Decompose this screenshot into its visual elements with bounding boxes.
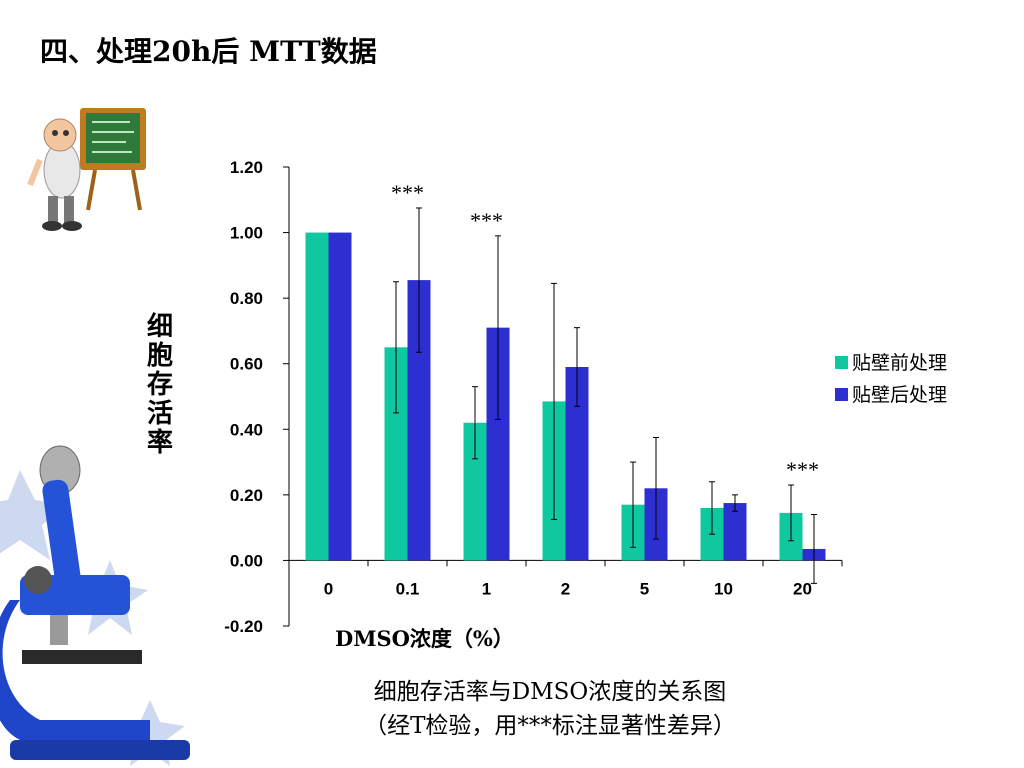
plot-area: -0.20 0.00 0.20 0.40 0.60 0.80 1.00 1.20 0 0.1 1 2 5… [147, 158, 947, 651]
y-tick-label: 1.20 [230, 158, 263, 177]
y-tick-label: 0.60 [230, 355, 263, 374]
y-tick-label: 0.80 [230, 289, 263, 308]
x-tick-label: 5 [640, 579, 649, 598]
x-tick-label: 1 [482, 579, 491, 598]
y-tick-label: 0.20 [230, 486, 263, 505]
bar [384, 347, 408, 561]
significance-marker: *** [391, 180, 424, 205]
legend-label: 贴壁前处理 [852, 352, 947, 374]
figure-caption-line1: 细胞存活率与DMSO浓度的关系图 [373, 679, 727, 705]
y-tick-label: 0.40 [230, 420, 263, 439]
x-tick-label: 10 [714, 579, 733, 598]
bar [463, 422, 487, 561]
y-tick-label: 1.00 [230, 224, 263, 243]
bar [328, 232, 352, 561]
bar [565, 366, 589, 561]
bar [407, 280, 431, 561]
bar [305, 232, 329, 561]
significance-marker: *** [470, 208, 503, 233]
x-tick-label: 2 [561, 579, 570, 598]
teacher-at-chalkboard-icon [27, 108, 146, 231]
legend-label: 贴壁后处理 [852, 384, 947, 406]
legend-swatch [835, 388, 848, 401]
x-tick-label: 20 [793, 579, 812, 598]
figure-caption-line2: （经T检验，用***标注显著性差异） [364, 713, 736, 739]
x-tick-label: 0 [324, 579, 333, 598]
bar [723, 503, 747, 561]
x-axis-label: DMSO浓度（%） [335, 626, 514, 651]
legend-swatch [835, 356, 848, 369]
slide-title: 四、处理20h后 MTT数据 [40, 35, 377, 68]
y-axis-label: 细胞存活率 [147, 311, 173, 458]
significance-marker: *** [786, 457, 819, 482]
y-tick-label: 0.00 [230, 551, 263, 570]
y-tick-label: -0.20 [224, 617, 263, 636]
x-tick-label: 0.1 [396, 579, 420, 598]
bar [486, 327, 510, 561]
microscope-icon [0, 445, 190, 760]
